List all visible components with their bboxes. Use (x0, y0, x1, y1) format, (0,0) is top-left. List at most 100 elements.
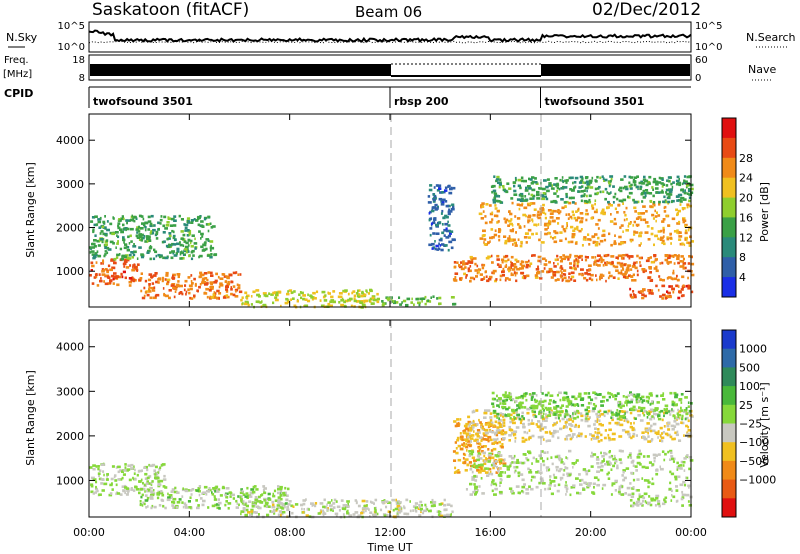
data-cell (450, 230, 454, 233)
data-cell (644, 430, 648, 433)
data-cell (320, 304, 325, 308)
data-cell (170, 490, 174, 493)
data-cell (143, 487, 146, 491)
data-cell (618, 492, 621, 495)
data-cell (252, 511, 256, 514)
data-cell (569, 493, 572, 497)
data-cell (447, 248, 450, 252)
data-cell (544, 212, 547, 216)
data-cell (496, 394, 498, 398)
data-cell (611, 418, 614, 422)
data-cell (504, 221, 507, 224)
data-cell (210, 282, 213, 286)
data-cell (650, 394, 653, 397)
data-cell (314, 502, 318, 505)
data-cell (371, 513, 376, 517)
data-cell (151, 480, 154, 483)
data-cell (665, 297, 667, 300)
data-cell (225, 500, 228, 503)
data-cell (173, 219, 177, 222)
data-cell (467, 269, 470, 273)
data-cell (671, 494, 673, 497)
data-cell (132, 489, 136, 492)
data-cell (179, 257, 183, 260)
data-cell (348, 514, 353, 517)
data-cell (619, 226, 622, 229)
data-cell (366, 290, 368, 294)
data-cell (456, 471, 461, 474)
data-cell (559, 178, 562, 182)
data-cell (524, 232, 528, 235)
data-cell (550, 492, 554, 496)
data-cell (584, 419, 589, 423)
data-cell (674, 477, 678, 481)
data-cell (447, 212, 451, 216)
data-cell (147, 228, 151, 231)
data-cell (207, 506, 210, 509)
data-cell (483, 238, 487, 241)
data-cell (554, 258, 557, 262)
data-cell (515, 485, 520, 488)
data-cell (211, 493, 215, 496)
data-cell (354, 511, 359, 514)
data-cell (657, 230, 661, 233)
data-cell (190, 257, 194, 261)
data-cell (210, 287, 214, 290)
data-cell (166, 237, 169, 241)
data-cell (530, 487, 534, 491)
data-cell (415, 297, 419, 301)
data-cell (102, 226, 107, 229)
data-cell (347, 299, 351, 302)
data-cell (635, 469, 638, 472)
data-cell (477, 450, 480, 453)
data-cell (177, 275, 180, 279)
data-cell (565, 437, 569, 441)
data-cell (194, 247, 197, 250)
data-cell (547, 487, 550, 491)
data-cell (492, 271, 495, 275)
data-cell (602, 483, 607, 487)
data-cell (105, 478, 109, 481)
data-cell (171, 250, 175, 253)
data-cell (448, 191, 453, 195)
data-cell (681, 196, 685, 200)
data-cell (632, 273, 635, 277)
data-cell (503, 458, 506, 461)
data-cell (514, 271, 518, 275)
data-cell (594, 243, 599, 247)
data-cell (129, 264, 132, 267)
data-cell (613, 222, 617, 226)
data-cell (577, 425, 580, 429)
data-cell (489, 438, 493, 442)
data-cell (531, 409, 534, 413)
data-cell (623, 211, 626, 214)
data-cell (609, 204, 613, 207)
data-cell (649, 271, 652, 274)
data-cell (494, 460, 498, 463)
data-cell (645, 210, 648, 213)
data-cell (607, 202, 611, 206)
data-cell (104, 246, 107, 250)
data-cell (608, 421, 612, 425)
data-cell (486, 474, 490, 477)
colorbar-swatch (722, 442, 736, 462)
data-cell (549, 432, 553, 435)
data-cell (630, 393, 634, 396)
data-cell (425, 508, 429, 511)
data-cell (545, 415, 549, 418)
data-cell (678, 220, 681, 224)
data-cell (605, 279, 607, 283)
data-cell (471, 470, 474, 474)
data-cell (492, 411, 496, 415)
data-cell (587, 185, 590, 188)
data-cell (536, 213, 541, 217)
data-cell (486, 279, 490, 283)
data-cell (443, 234, 446, 237)
data-cell (225, 290, 229, 293)
data-cell (687, 429, 692, 432)
data-cell (481, 450, 484, 453)
data-cell (429, 300, 432, 303)
data-cell (200, 224, 204, 228)
data-cell (146, 293, 150, 297)
data-cell (134, 468, 136, 472)
